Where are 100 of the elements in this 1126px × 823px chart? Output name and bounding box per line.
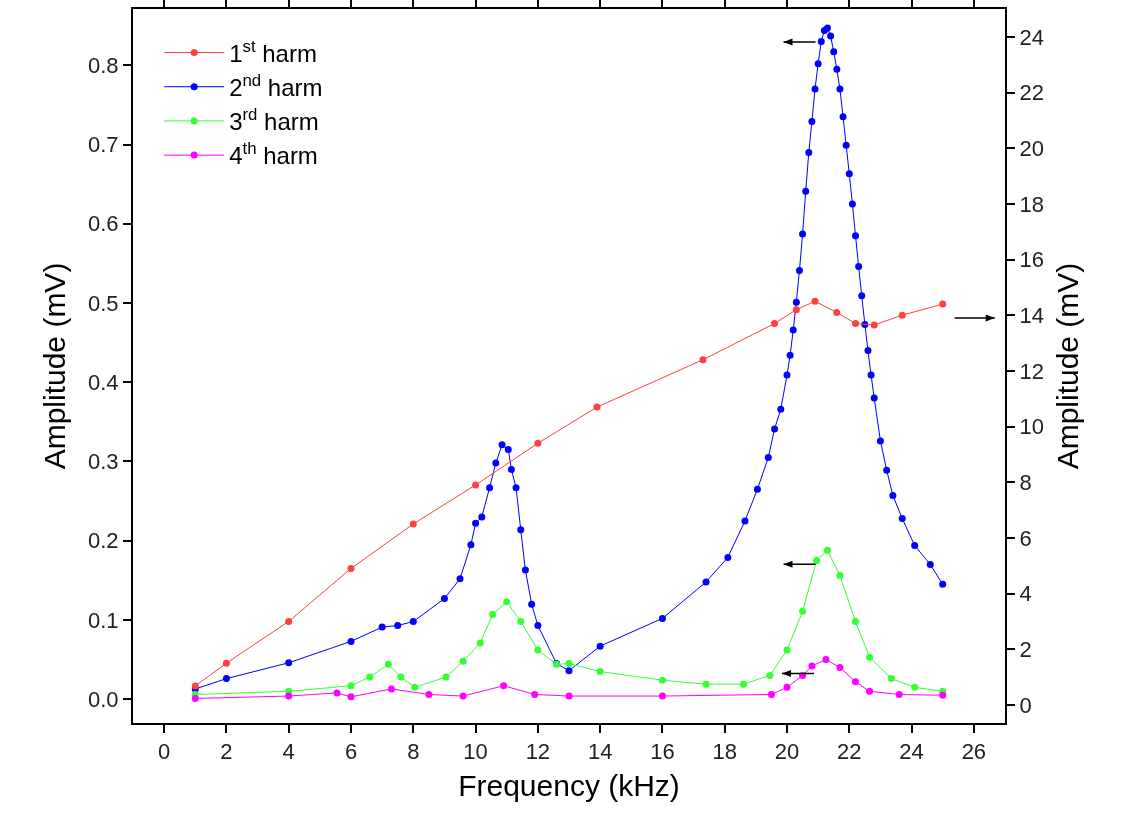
point bbox=[783, 646, 791, 654]
y2-tick-label: 18 bbox=[1019, 191, 1044, 217]
point bbox=[442, 673, 450, 681]
point bbox=[699, 356, 707, 364]
point bbox=[517, 618, 525, 626]
point bbox=[459, 657, 467, 665]
x-tick-label: 18 bbox=[712, 739, 737, 765]
point bbox=[285, 617, 293, 625]
legend-label: 3$^{rd}$ harm bbox=[229, 105, 319, 136]
point bbox=[489, 610, 497, 618]
y2-tick-label: 8 bbox=[1019, 469, 1032, 495]
x-tick-label: 12 bbox=[525, 739, 551, 765]
point bbox=[658, 692, 666, 700]
x-tick-label: 14 bbox=[587, 739, 613, 765]
point bbox=[347, 682, 355, 690]
point bbox=[811, 297, 819, 305]
point bbox=[593, 403, 601, 411]
point bbox=[500, 682, 508, 690]
point bbox=[767, 690, 775, 698]
point bbox=[191, 694, 199, 702]
legend-label: 2$^{nd}$ harm bbox=[229, 71, 323, 102]
point bbox=[384, 660, 392, 668]
x-tick-label: 24 bbox=[899, 739, 924, 765]
point bbox=[409, 520, 417, 528]
point bbox=[833, 308, 841, 316]
y-tick-label: 0.8 bbox=[88, 52, 119, 78]
point bbox=[799, 607, 807, 615]
y2-tick-label: 16 bbox=[1019, 247, 1044, 273]
point bbox=[822, 656, 830, 664]
y2-tick-label: 12 bbox=[1019, 358, 1044, 384]
point bbox=[565, 692, 573, 700]
point bbox=[836, 664, 844, 672]
point bbox=[366, 673, 374, 681]
y2-tick-label: 14 bbox=[1019, 302, 1044, 328]
point bbox=[472, 481, 480, 489]
point bbox=[596, 667, 604, 675]
y-tick-label: 0.0 bbox=[88, 686, 119, 712]
y2-tick-label: 10 bbox=[1019, 414, 1044, 440]
point bbox=[702, 680, 710, 688]
x-axis-title: Frequency (kHz) bbox=[458, 769, 680, 803]
point bbox=[771, 320, 779, 328]
point bbox=[766, 671, 774, 679]
point bbox=[939, 691, 947, 699]
point bbox=[534, 439, 542, 447]
point bbox=[459, 692, 467, 700]
y2-tick-label: 6 bbox=[1019, 525, 1032, 551]
y-tick-label: 0.4 bbox=[88, 369, 119, 395]
y2-axis-title: Amplitude (mV) bbox=[1050, 262, 1084, 470]
y2-tick-label: 4 bbox=[1019, 581, 1032, 607]
point bbox=[531, 690, 539, 698]
point bbox=[836, 572, 844, 580]
x-tick-label: 16 bbox=[650, 739, 675, 765]
y-tick-label: 0.3 bbox=[88, 449, 119, 475]
point bbox=[911, 683, 919, 691]
point bbox=[739, 680, 747, 688]
y-tick-label: 0.2 bbox=[88, 528, 119, 554]
point bbox=[939, 300, 947, 308]
y2-tick-label: 0 bbox=[1019, 692, 1032, 718]
point bbox=[866, 687, 874, 695]
point bbox=[347, 693, 355, 701]
y2-tick-label: 20 bbox=[1019, 135, 1044, 161]
point bbox=[866, 653, 874, 661]
x-tick-label: 6 bbox=[344, 739, 358, 765]
x-tick-label: 10 bbox=[463, 739, 488, 765]
x-tick-label: 22 bbox=[837, 739, 862, 765]
point bbox=[347, 565, 355, 573]
point bbox=[792, 306, 800, 314]
point bbox=[387, 685, 395, 693]
y-tick-label: 0.7 bbox=[88, 132, 119, 158]
legend-label: 4$^{th}$ harm bbox=[229, 139, 318, 170]
point bbox=[870, 321, 878, 329]
point bbox=[534, 646, 542, 654]
x-tick-label: 2 bbox=[220, 739, 233, 765]
x-tick-label: 20 bbox=[774, 739, 800, 765]
legend-label: 1$^{st}$ harm bbox=[229, 36, 317, 67]
x-tick-label: 26 bbox=[961, 739, 987, 765]
y2-tick-label: 24 bbox=[1019, 24, 1044, 50]
y-tick-label: 0.5 bbox=[88, 290, 119, 316]
point bbox=[852, 320, 860, 328]
x-tick-label: 0 bbox=[158, 739, 171, 765]
y-tick-label: 0.6 bbox=[88, 211, 119, 237]
y-tick-label: 0.1 bbox=[88, 607, 119, 633]
y-axis-title: Amplitude (mV) bbox=[37, 262, 71, 470]
point bbox=[222, 659, 230, 667]
x-tick-label: 4 bbox=[282, 739, 295, 765]
y2-tick-label: 2 bbox=[1019, 636, 1032, 662]
y2-tick-label: 22 bbox=[1019, 80, 1044, 106]
point bbox=[783, 683, 791, 691]
point bbox=[898, 311, 906, 319]
point bbox=[425, 690, 433, 698]
point bbox=[565, 660, 573, 668]
point bbox=[823, 546, 831, 554]
point bbox=[397, 673, 405, 681]
point bbox=[658, 676, 666, 684]
point bbox=[476, 639, 484, 647]
point bbox=[852, 618, 860, 626]
point bbox=[503, 598, 511, 606]
point bbox=[813, 557, 821, 565]
point bbox=[285, 692, 293, 700]
point bbox=[887, 675, 895, 683]
